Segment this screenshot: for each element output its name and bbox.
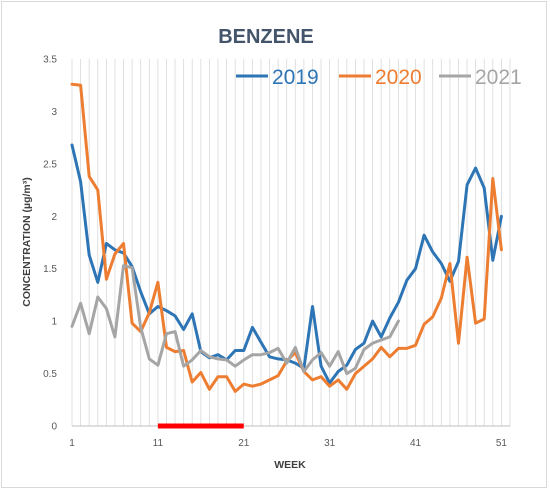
y-tick-label: 1.5 xyxy=(43,264,57,275)
legend-label-2021: 2021 xyxy=(475,66,522,89)
x-tick-labels: 1 11 21 31 41 51 xyxy=(69,438,507,449)
x-tick-label: 11 xyxy=(153,438,164,449)
legend-label-2019: 2019 xyxy=(272,66,319,89)
y-tick-label: 2.5 xyxy=(43,159,57,170)
y-tick-label: 1 xyxy=(51,317,57,328)
y-tick-label: 3.5 xyxy=(43,55,57,66)
x-tick-label: 51 xyxy=(496,438,508,449)
y-tick-label: 3 xyxy=(51,107,57,118)
series-line-2021 xyxy=(70,264,400,376)
y-axis-label: CONCENTRATION (µg/m³) xyxy=(21,177,33,307)
legend-label-2020: 2020 xyxy=(375,66,422,89)
y-tick-labels: 0 0.5 1 1.5 2 2.5 3 3.5 xyxy=(43,55,57,433)
y-tick-label: 2 xyxy=(51,212,57,223)
x-tick-label: 31 xyxy=(324,438,336,449)
x-axis-label: WEEK xyxy=(274,459,306,471)
x-tick-label: 21 xyxy=(238,438,250,449)
legend: 2019 2020 2021 xyxy=(236,66,522,89)
y-tick-label: 0 xyxy=(51,422,57,433)
series-lines xyxy=(70,82,503,393)
x-tick-label: 1 xyxy=(69,438,75,449)
grid-lines xyxy=(71,59,511,426)
y-tick-label: 0.5 xyxy=(43,369,57,380)
x-tick-label: 41 xyxy=(410,438,422,449)
chart-title: BENZENE xyxy=(218,26,314,48)
